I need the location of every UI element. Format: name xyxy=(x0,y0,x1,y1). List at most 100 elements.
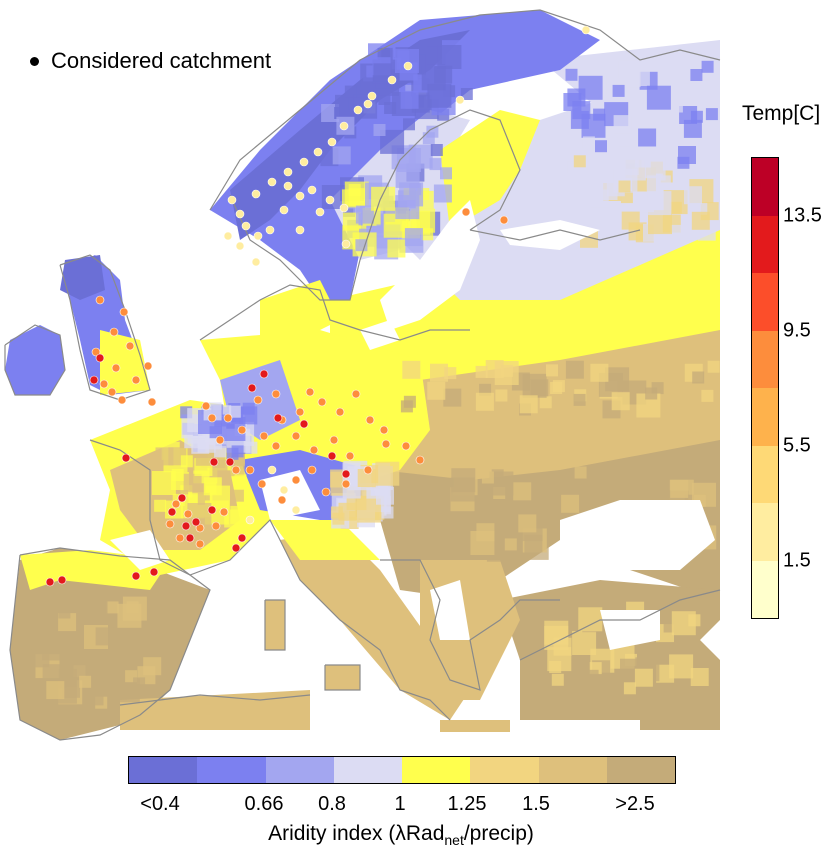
raster-cell xyxy=(628,222,647,241)
catchment-point-cool xyxy=(241,221,251,231)
raster-cell xyxy=(618,180,631,193)
raster-cell xyxy=(539,396,552,409)
catchment-legend: Considered catchment xyxy=(30,48,271,74)
raster-cell xyxy=(690,69,703,81)
raster-cell xyxy=(574,466,587,479)
raster-cell xyxy=(615,477,633,496)
aridity-colorbar-segment xyxy=(402,757,471,783)
raster-cell xyxy=(618,134,631,147)
aridity-colorbar-segment xyxy=(538,757,607,783)
raster-cell xyxy=(46,681,65,700)
raster-cell xyxy=(638,128,657,147)
raster-cell xyxy=(605,63,617,76)
catchment-point-warm xyxy=(131,375,141,385)
raster-cell xyxy=(546,364,558,377)
aridity-raster xyxy=(5,10,720,740)
catchment-point-warm xyxy=(461,207,471,217)
catchment-point-warm xyxy=(345,451,355,461)
raster-cell xyxy=(357,469,376,487)
raster-cell xyxy=(518,514,537,533)
coastline xyxy=(9,547,211,741)
raster-cell xyxy=(403,395,416,408)
raster-cell xyxy=(332,146,351,165)
raster-cell xyxy=(433,184,452,203)
region-italy-north xyxy=(270,520,380,560)
raster-cell xyxy=(582,136,595,149)
catchment-point-hot xyxy=(177,493,187,503)
raster-cell xyxy=(104,648,117,660)
raster-cell xyxy=(695,202,708,215)
aridity-colorbar-segment xyxy=(606,757,675,783)
catchment-point-warm xyxy=(109,327,119,337)
catchment-point-warm xyxy=(259,431,269,441)
catchment-point-cool xyxy=(327,137,337,147)
raster-cell xyxy=(444,367,457,380)
raster-cell xyxy=(224,509,243,528)
raster-cell xyxy=(595,140,607,153)
aridity-colorbar-segment xyxy=(197,757,266,783)
temperature-colorbar-segment xyxy=(752,215,778,273)
catchment-point-cool xyxy=(387,75,397,85)
raster-cell xyxy=(573,155,586,168)
catchment-point-warm xyxy=(291,475,301,485)
raster-cell xyxy=(683,119,702,138)
raster-cell xyxy=(669,654,694,679)
catchment-point-cool xyxy=(341,239,351,249)
raster-cell xyxy=(684,186,702,205)
raster-cell xyxy=(377,47,390,60)
raster-cell xyxy=(552,380,565,393)
catchment-point-cool xyxy=(291,505,301,515)
catchment-point-cool xyxy=(315,207,325,217)
raster-cell xyxy=(590,363,609,382)
raster-cell xyxy=(381,506,394,519)
catchment-point-cool xyxy=(279,485,289,495)
catchment-point-warm xyxy=(107,387,117,397)
coastline xyxy=(264,599,286,651)
raster-cell xyxy=(683,83,702,102)
raster-cell xyxy=(117,603,142,628)
raster-cell xyxy=(443,388,462,407)
catchment-point-warm xyxy=(321,487,331,497)
raster-cell xyxy=(481,471,494,484)
raster-cell xyxy=(56,590,69,603)
raster-cell xyxy=(375,461,400,486)
catchment-point-warm xyxy=(363,465,373,475)
raster-cell xyxy=(644,160,663,179)
raster-cell xyxy=(427,381,446,400)
raster-cell xyxy=(519,395,538,414)
catchment-point-warm xyxy=(335,407,345,417)
temperature-colorbar-segment xyxy=(752,388,778,446)
raster-cell xyxy=(153,615,166,628)
aridity-tick-1: <0.4 xyxy=(140,793,180,815)
raster-cell xyxy=(642,200,654,213)
catchment-point-warm xyxy=(95,295,105,305)
raster-cell xyxy=(457,63,476,82)
raster-cell xyxy=(551,673,564,686)
raster-cell xyxy=(522,373,547,398)
aridity-colorbar-segment xyxy=(129,757,198,783)
catchment-point-cool xyxy=(367,91,377,101)
raster-cell xyxy=(634,668,653,687)
raster-cell xyxy=(440,167,452,180)
aridity-colorbar-segment xyxy=(470,757,539,783)
raster-cell xyxy=(404,228,423,247)
region-finland-south xyxy=(440,110,540,230)
raster-cell xyxy=(399,182,424,207)
region-scotland xyxy=(60,255,105,300)
catchment-point-hot xyxy=(131,571,141,581)
catchment-point-warm xyxy=(277,495,287,505)
catchment-point-cool xyxy=(253,231,263,241)
raster-cell xyxy=(646,85,671,110)
temperature-scale-title: Temp[C] xyxy=(742,102,821,125)
catchment-point-hot xyxy=(327,451,337,461)
raster-cell xyxy=(373,124,386,136)
coastline xyxy=(324,664,361,691)
catchment-point-hot xyxy=(209,457,219,467)
raster-cell xyxy=(573,393,586,406)
raster-cell xyxy=(578,75,603,100)
raster-cell xyxy=(355,205,374,224)
catchment-point-warm xyxy=(257,479,267,489)
raster-cell xyxy=(79,675,92,688)
region-scandinavia xyxy=(210,10,600,300)
